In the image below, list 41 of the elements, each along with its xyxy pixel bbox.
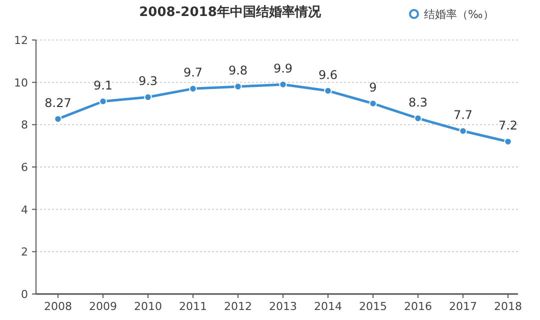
point [54, 115, 62, 123]
chart-title: 2008-2018年中国结婚率情况 [139, 4, 322, 20]
data-label: 8.3 [408, 95, 428, 110]
y-tick-label: 10 [14, 76, 28, 90]
data-label: 9.9 [273, 61, 293, 76]
y-tick-label: 4 [21, 203, 28, 216]
x-tick-label: 2017 [449, 300, 477, 313]
data-label: 8.27 [44, 96, 72, 110]
point [234, 82, 242, 90]
point [324, 86, 332, 95]
y-tick-label: 0 [21, 288, 28, 301]
data-label: 9.3 [138, 74, 158, 88]
x-tick-label: 2011 [179, 300, 207, 313]
x-tick-label: 2016 [404, 300, 432, 313]
point [504, 138, 512, 146]
data-label: 9.6 [318, 68, 338, 82]
x-tick-label: 2018 [494, 300, 522, 313]
x-tick-label: 2014 [314, 300, 342, 313]
y-tick-label: 8 [21, 118, 28, 132]
legend-label: 结婚率（‰） [424, 8, 494, 21]
point [99, 98, 107, 106]
data-label: 9.1 [93, 78, 113, 92]
y-tick-label: 2 [21, 246, 28, 259]
data-label: 9 [369, 80, 377, 94]
x-tick-label: 2012 [224, 300, 252, 313]
x-tick-label: 2013 [269, 300, 297, 313]
data-label: 9.8 [228, 64, 248, 78]
data-label: 7.2 [498, 118, 518, 133]
point [459, 127, 467, 135]
point [414, 114, 422, 122]
x-tick-label: 2010 [134, 300, 162, 313]
point [369, 100, 377, 108]
y-tick-label: 6 [21, 161, 28, 174]
data-label: 9.7 [183, 66, 203, 80]
point [189, 84, 197, 93]
point [279, 80, 287, 88]
data-label: 7.7 [453, 108, 473, 122]
x-tick-label: 2008 [44, 300, 72, 313]
x-tick-label: 2009 [89, 300, 117, 313]
y-tick-label: 12 [14, 34, 28, 47]
x-tick-label: 2015 [359, 300, 387, 313]
